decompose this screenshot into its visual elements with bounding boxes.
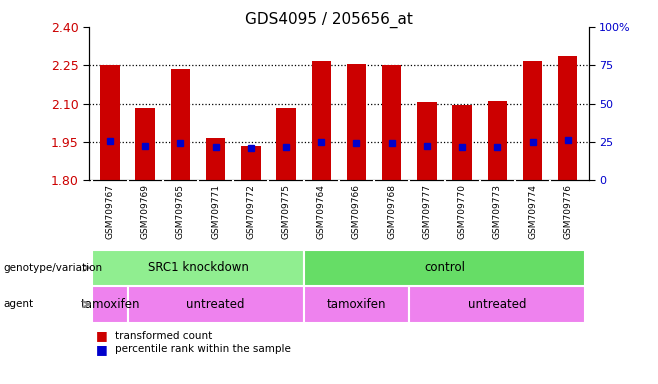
Text: GSM709767: GSM709767 [105,184,114,239]
Bar [347,64,366,180]
Bar [488,101,507,180]
Text: ■: ■ [95,329,107,343]
Text: GSM709764: GSM709764 [316,184,326,239]
Text: GSM709768: GSM709768 [387,184,396,239]
Text: percentile rank within the sample: percentile rank within the sample [115,344,291,354]
Text: GSM709776: GSM709776 [563,184,572,239]
Text: GSM709771: GSM709771 [211,184,220,239]
Bar [92,250,303,286]
Text: ■: ■ [95,343,107,356]
Bar [382,65,401,180]
Bar [558,56,578,180]
Text: tamoxifen: tamoxifen [327,298,386,311]
Text: GDS4095 / 205656_at: GDS4095 / 205656_at [245,12,413,28]
Text: genotype/variation: genotype/variation [3,263,103,273]
Bar [170,69,190,180]
Bar [409,286,586,323]
Text: GSM709777: GSM709777 [422,184,432,239]
Text: GSM709774: GSM709774 [528,184,537,239]
Text: untreated: untreated [186,298,245,311]
Bar [136,108,155,180]
Text: GSM709769: GSM709769 [141,184,149,239]
Text: transformed count: transformed count [115,331,213,341]
Bar [92,286,128,323]
Text: SRC1 knockdown: SRC1 knockdown [147,262,249,274]
Bar [303,250,586,286]
Text: tamoxifen: tamoxifen [80,298,139,311]
Bar [303,286,409,323]
Bar [453,105,472,180]
Bar [276,108,295,180]
Bar [128,286,303,323]
Bar [100,65,120,180]
Text: GSM709773: GSM709773 [493,184,502,239]
Text: GSM709765: GSM709765 [176,184,185,239]
Bar [417,103,437,180]
Text: GSM709772: GSM709772 [246,184,255,239]
Bar [241,146,261,180]
Bar [523,61,542,180]
Bar [206,138,225,180]
Text: GSM709770: GSM709770 [457,184,467,239]
Text: agent: agent [3,299,34,310]
Text: GSM709766: GSM709766 [352,184,361,239]
Text: untreated: untreated [468,298,526,311]
Bar [312,61,331,180]
Text: GSM709775: GSM709775 [282,184,291,239]
Text: control: control [424,262,465,274]
